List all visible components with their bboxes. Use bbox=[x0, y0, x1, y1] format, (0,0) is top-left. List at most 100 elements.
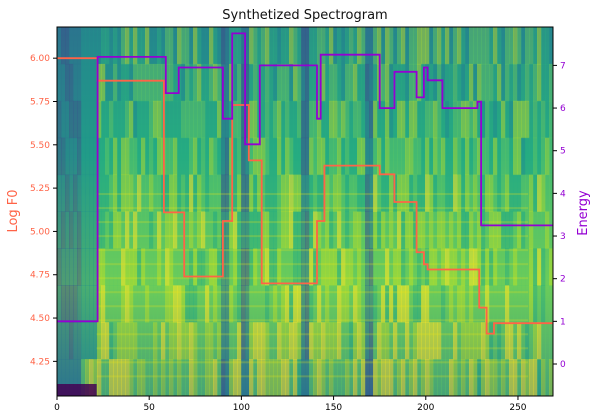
spectrogram-cell bbox=[305, 248, 310, 286]
spectrogram-cell bbox=[449, 100, 454, 139]
spectrogram-cell bbox=[141, 63, 146, 102]
spectrogram-cell bbox=[377, 359, 382, 396]
spectrogram-cell bbox=[485, 248, 490, 286]
spectrogram-cell bbox=[373, 359, 378, 396]
spectrogram-cell bbox=[225, 137, 230, 176]
spectrogram-cell bbox=[185, 359, 190, 396]
spectrogram-cell bbox=[185, 174, 190, 212]
spectrogram-cell bbox=[337, 137, 342, 176]
spectrogram-cell bbox=[61, 27, 66, 65]
spectrogram-cell bbox=[417, 359, 422, 396]
spectrogram-cell bbox=[289, 137, 294, 176]
spectrogram-cell bbox=[153, 137, 158, 176]
spectrogram-cell bbox=[389, 248, 394, 286]
spectrogram-cell bbox=[397, 359, 402, 396]
spectrogram-cell bbox=[65, 359, 70, 396]
spectrogram-cell bbox=[149, 27, 154, 65]
spectrogram-cell bbox=[225, 63, 230, 102]
spectrogram-cell bbox=[405, 27, 410, 65]
spectrogram-cell bbox=[265, 137, 270, 176]
spectrogram-cell bbox=[81, 100, 86, 139]
spectrogram-cell bbox=[317, 63, 322, 102]
spectrogram-cell bbox=[277, 322, 282, 360]
spectrogram-cell bbox=[137, 359, 142, 396]
spectrogram-cell bbox=[345, 248, 350, 286]
spectrogram-cell bbox=[365, 322, 370, 360]
spectrogram-cell bbox=[201, 63, 206, 102]
spectrogram-cell bbox=[469, 100, 474, 139]
spectrogram-cell bbox=[381, 359, 386, 396]
spectrogram-cell bbox=[193, 100, 198, 139]
spectrogram-cell bbox=[357, 174, 362, 212]
spectrogram-cell bbox=[449, 27, 454, 65]
spectrogram-cell bbox=[369, 27, 374, 65]
harmonic-band bbox=[96, 221, 529, 224]
spectrogram-cell bbox=[349, 100, 354, 139]
spectrogram-cell bbox=[265, 359, 270, 396]
spectrogram-cell bbox=[325, 137, 330, 176]
spectrogram-cell bbox=[313, 100, 318, 139]
spectrogram-cell bbox=[485, 100, 490, 139]
spectrogram-cell bbox=[421, 322, 426, 360]
spectrogram-cell bbox=[125, 359, 130, 396]
plot-frame bbox=[56, 26, 554, 397]
spectrogram-cell bbox=[73, 137, 78, 176]
spectrogram-cell bbox=[445, 211, 450, 249]
spectrogram-cell bbox=[281, 322, 286, 360]
spectrogram-cell bbox=[357, 322, 362, 360]
spectrogram-cell bbox=[153, 27, 158, 65]
spectrogram-cell bbox=[173, 285, 178, 323]
spectrogram-cell bbox=[233, 211, 238, 249]
spectrogram-cell bbox=[213, 100, 218, 139]
spectrogram-cell bbox=[181, 211, 186, 249]
spectrogram-cell bbox=[205, 27, 210, 65]
spectrogram-cell bbox=[505, 174, 510, 212]
spectrogram-cell bbox=[469, 27, 474, 65]
spectrogram-cell bbox=[529, 100, 534, 139]
spectrogram-cell bbox=[97, 359, 102, 396]
spectrogram-cell bbox=[185, 211, 190, 249]
y-right-tick-label: 7 bbox=[560, 61, 566, 71]
spectrogram-cell bbox=[149, 63, 154, 102]
spectrogram-cell bbox=[533, 359, 538, 396]
spectrogram-cell bbox=[269, 211, 274, 249]
spectrogram-cell bbox=[129, 137, 134, 176]
spectrogram-cell bbox=[377, 27, 382, 65]
spectrogram-cell bbox=[405, 137, 410, 176]
spectrogram-cell bbox=[121, 63, 126, 102]
spectrogram-cell bbox=[337, 174, 342, 212]
spectrogram-cell bbox=[309, 322, 314, 360]
y-right-tick-label: 0 bbox=[560, 360, 566, 370]
spectrogram-cell bbox=[333, 322, 338, 360]
spectrogram-cell bbox=[249, 359, 254, 396]
spectrogram-cell bbox=[117, 63, 122, 102]
spectrogram-cell bbox=[129, 100, 134, 139]
spectrogram-cell bbox=[93, 137, 98, 176]
spectrogram-cell bbox=[133, 137, 138, 176]
spectrogram-cell bbox=[525, 27, 530, 65]
spectrogram-cell bbox=[165, 248, 170, 286]
spectrogram-cell bbox=[153, 285, 158, 323]
spectrogram-cell bbox=[273, 63, 278, 102]
spectrogram-cell bbox=[221, 137, 226, 176]
spectrogram-cell bbox=[413, 359, 418, 396]
spectrogram-cell bbox=[225, 285, 230, 323]
spectrogram-cell bbox=[289, 285, 294, 323]
spectrogram-cell bbox=[473, 211, 478, 249]
spectrogram-cell bbox=[181, 174, 186, 212]
spectrogram-cell bbox=[489, 174, 494, 212]
spectrogram-cell bbox=[297, 248, 302, 286]
spectrogram-cell bbox=[153, 211, 158, 249]
spectrogram-cell bbox=[181, 100, 186, 139]
spectrogram-cell bbox=[149, 137, 154, 176]
spectrogram-cell bbox=[285, 322, 290, 360]
spectrogram-cell bbox=[357, 63, 362, 102]
spectrogram-cell bbox=[261, 63, 266, 102]
spectrogram-cell bbox=[521, 322, 526, 360]
spectrogram-cell bbox=[261, 285, 266, 323]
spectrogram-cell bbox=[441, 137, 446, 176]
spectrogram-cell bbox=[325, 174, 330, 212]
spectrogram-cell bbox=[73, 248, 78, 286]
spectrogram-cell bbox=[245, 137, 250, 176]
spectrogram-cell bbox=[253, 137, 258, 176]
